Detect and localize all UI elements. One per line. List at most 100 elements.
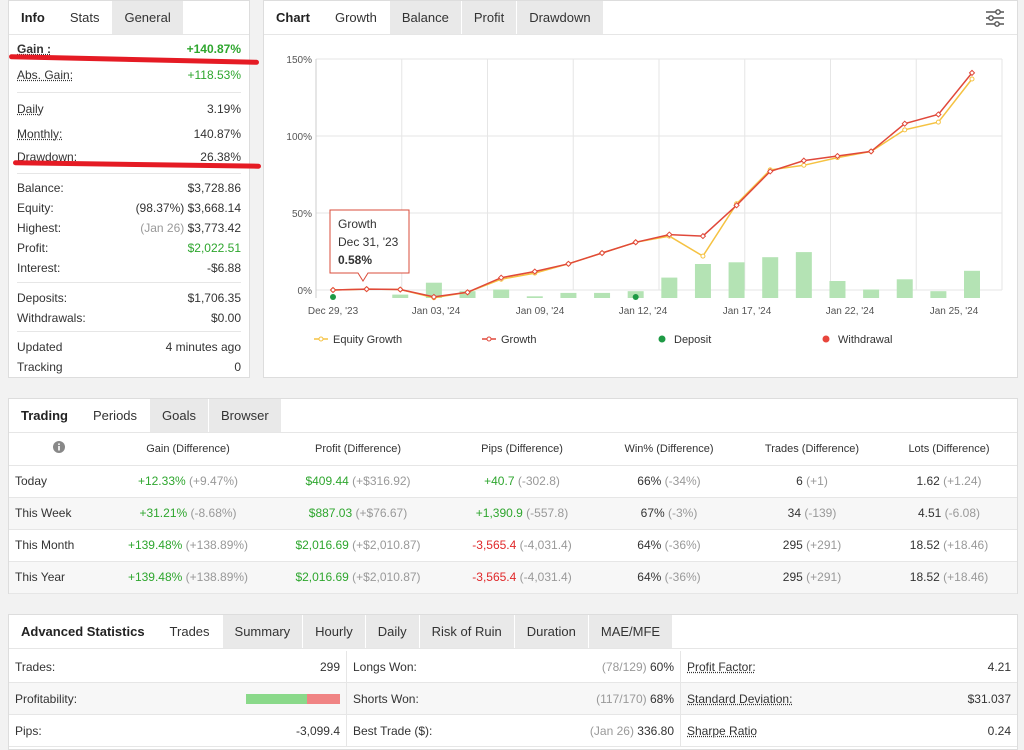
- trades-value: 6: [796, 474, 803, 488]
- tab-trades[interactable]: Trades: [157, 615, 223, 648]
- gain-cell: +12.33% (+9.47%): [109, 465, 267, 498]
- monthly-value: 140.87%: [193, 127, 241, 141]
- daily-label[interactable]: Daily: [17, 102, 44, 116]
- profit-label: Profit:: [17, 241, 49, 255]
- stat-gain: Gain : +140.87%: [17, 42, 241, 56]
- monthly-label[interactable]: Monthly:: [17, 127, 63, 141]
- growth-point: [901, 120, 908, 127]
- tab-risk-of-ruin[interactable]: Risk of Ruin: [419, 615, 515, 648]
- tab-stats[interactable]: Stats: [57, 1, 113, 34]
- lots-diff: (-6.08): [944, 506, 981, 520]
- profit-factor-label[interactable]: Profit Factor:: [687, 659, 756, 674]
- deposit-point: [330, 294, 336, 300]
- legend-item[interactable]: Equity Growth: [314, 334, 402, 346]
- std-deviation-label[interactable]: Standard Deviation:: [687, 691, 793, 706]
- profit-value: $2,016.69: [295, 538, 349, 552]
- legend-marker: [318, 336, 324, 342]
- legend-deposit-swatch: [658, 335, 666, 343]
- info-icon[interactable]: [53, 441, 65, 454]
- info-panel: Info Stats General Gain : +140.87% Abs. …: [8, 0, 262, 378]
- growth-point: [800, 157, 808, 164]
- profitability-bar: [246, 693, 340, 704]
- stat-row: Profitability: Shorts Won: (117/170) 68% …: [9, 683, 1017, 715]
- gain-diff: (+138.89%): [185, 570, 249, 584]
- tab-profit[interactable]: Profit: [461, 1, 518, 34]
- gain-cell: +31.21% (-8.68%): [109, 497, 267, 530]
- trades-cell: 295 (+291): [743, 529, 881, 562]
- legend-item[interactable]: Growth: [482, 334, 536, 346]
- gain-label[interactable]: Gain :: [17, 42, 52, 56]
- tab-periods[interactable]: Periods: [80, 399, 151, 432]
- win-value: 64%: [637, 570, 662, 584]
- tab-balance[interactable]: Balance: [389, 1, 462, 34]
- tab-drawdown[interactable]: Drawdown: [517, 1, 604, 34]
- tab-chart[interactable]: Chart: [264, 1, 323, 34]
- lots-value: 18.52: [909, 538, 940, 552]
- stat-equity: Equity: (98.37%) $3,668.14: [17, 201, 241, 215]
- tab-browser[interactable]: Browser: [209, 399, 282, 432]
- gain-value: +12.33%: [137, 474, 186, 488]
- pips-value: +1,390.9: [475, 506, 523, 520]
- filter-settings-icon[interactable]: [985, 8, 1005, 28]
- tab-general[interactable]: General: [112, 1, 184, 34]
- x-tick-label: Jan 03, '24: [412, 306, 461, 317]
- y-tick-label: 0%: [298, 286, 313, 297]
- lots-value: 4.51: [917, 506, 942, 520]
- profit-cell: $2,016.69 (+$2,010.87): [267, 529, 449, 562]
- equity-point: [935, 119, 941, 125]
- gain-cell: +139.48% (+138.89%): [109, 561, 267, 594]
- growth-chart[interactable]: 150% 100% 50% 0% Dec 29, '23 Jan 03, '24 Jan 0…: [264, 35, 1017, 377]
- profit-cell: $409.44 (+$316.92): [267, 465, 449, 498]
- equity-point: [700, 253, 706, 259]
- sharpe-ratio-label[interactable]: Sharpe Ratio: [687, 723, 758, 738]
- bar: [863, 289, 880, 298]
- growth-point: [867, 148, 875, 155]
- highest-date: (Jan 26): [140, 221, 185, 235]
- profit-diff: (+$2,010.87): [352, 538, 421, 552]
- profit-value: $887.03: [308, 506, 353, 520]
- pips-value: -3,565.4: [472, 538, 517, 552]
- gain-cell: +139.48% (+138.89%): [109, 529, 267, 562]
- y-tick-label: 150%: [286, 55, 312, 66]
- tab-duration[interactable]: Duration: [514, 615, 589, 648]
- pips-cell: -3,565.4 (-4,031.4): [449, 529, 595, 562]
- tab-advanced-statistics[interactable]: Advanced Statistics: [9, 615, 158, 648]
- tab-info[interactable]: Info: [9, 1, 58, 34]
- stat-balance: Balance: $3,728.86: [17, 181, 241, 195]
- legend-item[interactable]: Deposit: [658, 334, 712, 346]
- profitability-label: Profitability:: [15, 691, 78, 706]
- tab-daily[interactable]: Daily: [365, 615, 420, 648]
- chart-panel: Chart Growth Balance Profit Drawdown 150…: [263, 0, 1018, 378]
- trades-cell: 295 (+291): [743, 561, 881, 594]
- trades-cell: 34 (-139): [743, 497, 881, 530]
- abs-gain-label[interactable]: Abs. Gain:: [17, 68, 74, 82]
- stat-row: Trades: 299 Longs Won: (78/129) 60% Profit…: [9, 651, 1017, 683]
- legend-withdrawal-swatch: [822, 335, 830, 343]
- tab-summary[interactable]: Summary: [222, 615, 304, 648]
- info-header: [9, 433, 109, 466]
- win-cell: 66% (-34%): [595, 465, 743, 498]
- growth-point: [767, 168, 774, 175]
- tab-trading[interactable]: Trading: [9, 399, 81, 432]
- tab-goals[interactable]: Goals: [150, 399, 209, 432]
- tab-growth[interactable]: Growth: [322, 1, 390, 34]
- std-deviation-value: $31.037: [967, 691, 1011, 706]
- growth-line: [332, 72, 973, 298]
- win-value: 66%: [637, 474, 662, 488]
- legend-item[interactable]: Withdrawal: [822, 334, 893, 346]
- tab-hourly[interactable]: Hourly: [303, 615, 366, 648]
- tab-mae-mfe[interactable]: MAE/MFE: [588, 615, 674, 648]
- updated-value: 4 minutes ago: [165, 340, 241, 354]
- growth-point: [397, 286, 404, 293]
- equity-point: [902, 127, 908, 133]
- lots-cell: 18.52 (+18.46): [881, 529, 1017, 562]
- stat-profit: Profit: $2,022.51: [17, 241, 241, 255]
- lots-value: 1.62: [916, 474, 940, 488]
- stat-cell: Trades: 299: [9, 651, 347, 682]
- tracking-label: Tracking: [17, 360, 63, 374]
- pips-diff: (-302.8): [517, 474, 560, 488]
- col-lots: Lots (Difference): [881, 433, 1017, 466]
- growth-point: [968, 69, 976, 77]
- profit-diff: (+$76.67): [355, 506, 408, 520]
- tooltip-title: Growth: [338, 217, 377, 231]
